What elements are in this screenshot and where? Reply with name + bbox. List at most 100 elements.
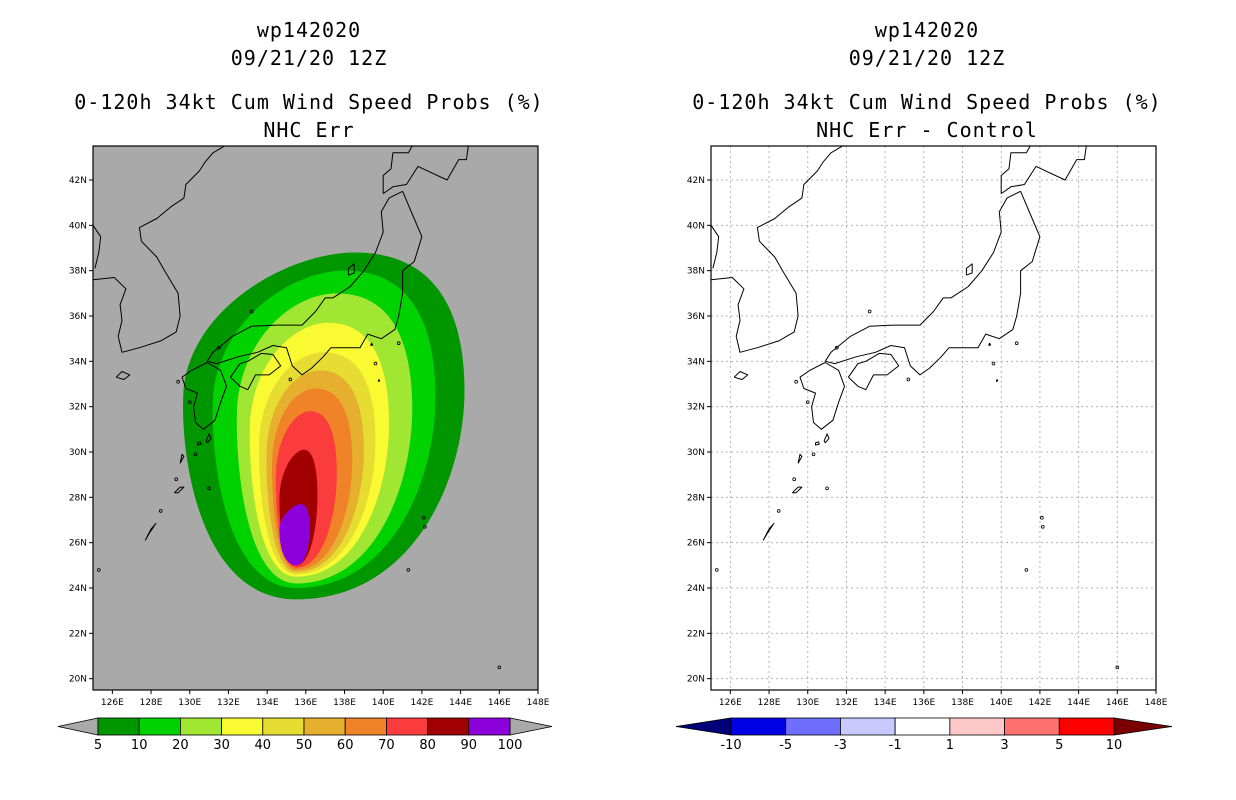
colorbar-label: 20 [172, 738, 189, 753]
izu-oshima-coast [988, 342, 992, 346]
colorbar-swatch [785, 717, 841, 736]
colorbar-swatch [840, 717, 896, 736]
colorbar-label: 70 [378, 738, 395, 753]
hachijo-coast [995, 379, 999, 383]
shikoku-coast [229, 352, 282, 391]
colorbar-swatch [730, 717, 787, 736]
colorbar-label: 10 [131, 738, 148, 753]
lat-tick-label: 24N [69, 584, 87, 594]
sado-coast [347, 263, 355, 276]
hokkaido-coast [382, 146, 469, 195]
colorbar-label: 40 [255, 738, 272, 753]
colorbar-label: 10 [1106, 738, 1123, 753]
amami-coast [173, 486, 185, 494]
colorbar-swatch [1004, 717, 1060, 736]
island-mark [422, 515, 426, 520]
colorbar-right-arrow [509, 717, 553, 736]
island-mark [176, 379, 180, 384]
china-coast [711, 225, 720, 269]
difference-map: 126E 128E 130E 132E 134E 136E 138E 140E 142E 144E… [675, 145, 1173, 753]
map-background [711, 146, 1156, 690]
colorbar-label: -1 [889, 738, 902, 753]
lon-tick-label: 132E [217, 698, 240, 708]
island-mark [991, 361, 996, 366]
colorbar-swatch [303, 717, 346, 736]
lat-tick-label: 42N [69, 176, 87, 186]
island-mark [867, 309, 872, 314]
lon-tick-label: 140E [372, 698, 395, 708]
island-mark [249, 309, 254, 314]
hachijo-coast [377, 379, 381, 383]
colorbar-label: 90 [461, 738, 478, 753]
lon-tick-label: 132E [835, 698, 858, 708]
island-mark [715, 568, 719, 572]
hokkaido-coast [1000, 146, 1087, 195]
colorbar-swatch [385, 717, 428, 736]
island-mark [906, 377, 911, 382]
island-mark [497, 665, 502, 670]
honshu-coast [824, 190, 1041, 376]
lon-tick-label: 142E [410, 698, 433, 708]
lon-tick-label: 138E [333, 698, 356, 708]
colorbar-swatch [221, 717, 264, 736]
colorbar-left-arrow [675, 717, 732, 736]
lat-tick-label: 32N [687, 403, 705, 413]
lon-tick-label: 140E [990, 698, 1013, 708]
probability-map: 126E 128E 130E 132E 134E 136E 138E 140E 142E 144E… [57, 145, 553, 753]
lat-tick-label: 34N [687, 357, 705, 367]
lat-tick-label: 28N [69, 493, 87, 503]
lat-tick-label: 28N [687, 493, 705, 503]
island-mark [1014, 341, 1019, 346]
map-frame [710, 145, 1157, 691]
shikoku-coast [847, 352, 900, 391]
island-mark [1041, 524, 1045, 529]
storm-id-title: wp142020 [874, 18, 980, 42]
tokara-coast [179, 453, 185, 464]
product-title: 0-120h 34kt Cum Wind Speed Probs (%) [692, 90, 1162, 114]
honshu-coast [206, 190, 423, 376]
lon-tick-label: 144E [1067, 698, 1090, 708]
colorbar-swatch [262, 717, 305, 736]
island-mark [1040, 515, 1044, 520]
probability-contour-90 [279, 504, 310, 566]
tokara-coast [797, 453, 803, 464]
colorbar-label: -3 [834, 738, 847, 753]
lon-tick-label: 126E [101, 698, 124, 708]
colorbar-swatch [138, 717, 181, 736]
lon-tick-label: 144E [449, 698, 472, 708]
subtitle: NHC Err - Control [816, 118, 1038, 142]
product-title: 0-120h 34kt Cum Wind Speed Probs (%) [74, 90, 544, 114]
island-mark [792, 477, 796, 482]
lon-tick-label: 136E [912, 698, 935, 708]
colorbar-swatch [427, 717, 470, 736]
island-mark [396, 341, 401, 346]
lon-tick-label: 136E [294, 698, 317, 708]
lon-tick-label: 130E [796, 698, 819, 708]
datetime-title: 09/21/20 12Z [230, 46, 388, 70]
kyushu-coast [799, 362, 845, 430]
colorbar-right-arrow [1113, 717, 1173, 736]
jeju-coast [733, 371, 749, 380]
izu-oshima-coast [370, 342, 374, 346]
island-mark [1024, 568, 1029, 572]
island-mark [825, 486, 829, 491]
amami-coast [791, 486, 803, 494]
lat-tick-label: 30N [69, 448, 87, 458]
datetime-title: 09/21/20 12Z [848, 46, 1006, 70]
storm-id-title: wp142020 [256, 18, 362, 42]
island-mark [811, 452, 816, 457]
colorbar-swatch [344, 717, 387, 736]
okinawa-coast [144, 522, 157, 541]
colorbar-swatch [97, 717, 140, 736]
island-mark [1115, 665, 1120, 670]
lat-tick-label: 26N [69, 539, 87, 549]
left-panel: wp142020 09/21/20 12Z 0-120h 34kt Cum Wi… [57, 18, 553, 753]
korea-coast [711, 146, 844, 353]
island-mark [174, 477, 178, 482]
lat-tick-label: 38N [69, 267, 87, 277]
sado-coast [965, 263, 973, 276]
colorbar-label: -10 [720, 738, 741, 753]
lat-tick-label: 22N [687, 629, 705, 639]
jeju-coast [115, 371, 131, 380]
subtitle: NHC Err [263, 118, 355, 142]
